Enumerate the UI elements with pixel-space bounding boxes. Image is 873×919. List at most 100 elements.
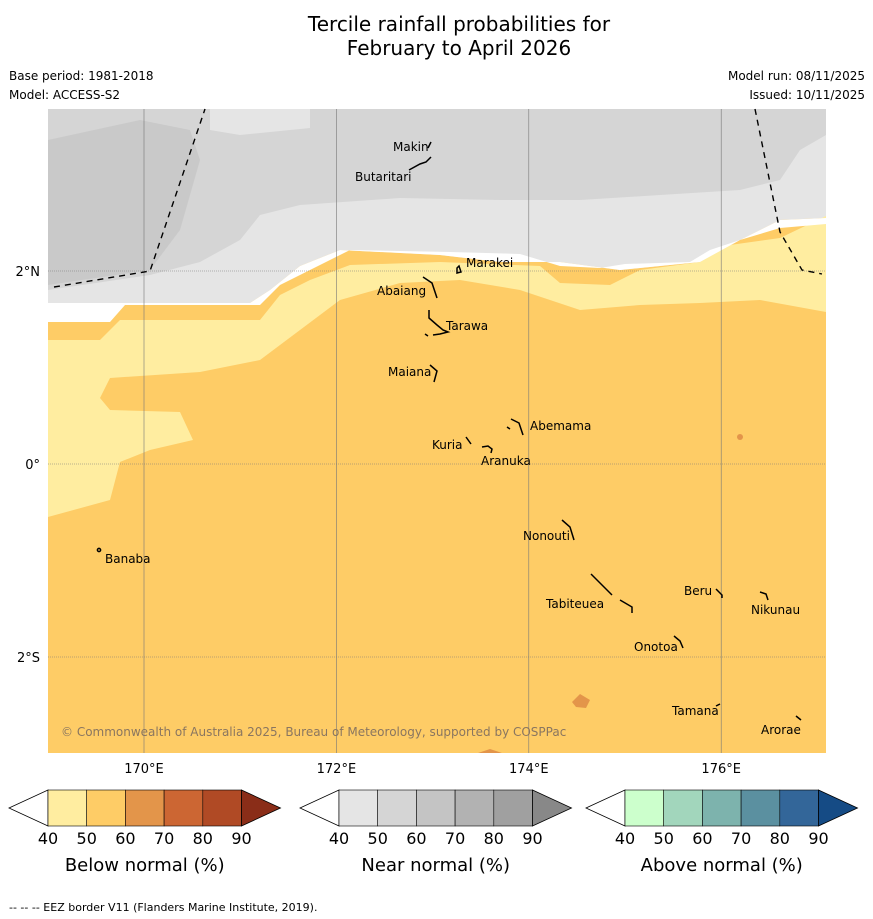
colorbar-tick-label: 40 bbox=[38, 829, 58, 848]
island-label-tamana: Tamana bbox=[671, 704, 719, 718]
island-label-nikunau: Nikunau bbox=[751, 603, 800, 617]
colorbar-tick-label: 50 bbox=[368, 829, 388, 848]
island-label-makin: Makin bbox=[393, 140, 429, 154]
colorbar-segment bbox=[454, 789, 495, 827]
below-normal-60-70-patch-south bbox=[478, 749, 502, 753]
island-outlines bbox=[96, 141, 802, 721]
colorbar-1: 40 50 60 70 80 90 Below normal (%) bbox=[8, 789, 282, 876]
issued-date: Issued: 10/11/2025 bbox=[749, 88, 865, 102]
island-label-tarawa: Tarawa bbox=[445, 319, 488, 333]
colorbar-tick-label: 40 bbox=[329, 829, 349, 848]
island-label-onotoa: Onotoa bbox=[634, 640, 678, 654]
lat-tick-label: 2°N bbox=[16, 265, 41, 280]
colorbar-title: Above normal (%) bbox=[641, 855, 803, 876]
island-label-marakei: Marakei bbox=[466, 256, 513, 270]
colorbar-segment bbox=[86, 789, 126, 827]
colorbar-min-extension bbox=[585, 789, 626, 827]
nonouti-outline bbox=[561, 519, 575, 541]
banaba-outline bbox=[96, 547, 102, 553]
butaritari-outline bbox=[408, 156, 432, 171]
beru-outline bbox=[715, 588, 723, 598]
colorbar-segment bbox=[493, 789, 533, 827]
below-normal-40-50-area bbox=[48, 216, 826, 517]
probability-field bbox=[48, 109, 826, 753]
tabiteuea-outline bbox=[590, 573, 633, 613]
colorbar-segment bbox=[663, 789, 703, 827]
colorbar-segment bbox=[125, 789, 165, 827]
lat-tick-label: 0° bbox=[25, 458, 40, 473]
nikunau-outline bbox=[759, 591, 769, 601]
axis-labels: 170°E 172°E 174°E 176°E 2°N 0° 2°S bbox=[16, 265, 741, 777]
colorbar-segment bbox=[740, 789, 781, 827]
colorbar-title: Near normal (%) bbox=[361, 855, 510, 876]
makin-outline bbox=[427, 141, 432, 149]
colorbar-segment bbox=[377, 789, 417, 827]
colorbar-tick-label: 60 bbox=[692, 829, 712, 848]
marakei-outline bbox=[456, 264, 462, 274]
island-label-banaba: Banaba bbox=[105, 552, 151, 566]
colorbar-segment bbox=[163, 789, 204, 827]
arorae-outline bbox=[795, 715, 802, 721]
eez-border-west bbox=[53, 108, 206, 288]
colorbar-tick-label: 90 bbox=[808, 829, 828, 848]
island-label-butaritari: Butaritari bbox=[355, 170, 412, 184]
below-normal-60-70-patch bbox=[572, 694, 590, 708]
island-label-abemama: Abemama bbox=[530, 419, 591, 433]
colorbar-tick-label: 40 bbox=[615, 829, 635, 848]
copyright-text: © Commonwealth of Australia 2025, Bureau… bbox=[61, 725, 566, 739]
onotoa-outline bbox=[673, 635, 684, 649]
eez-footnote: -- -- -- EEZ border V11 (Flanders Marine… bbox=[9, 901, 318, 914]
lon-tick-label: 170°E bbox=[124, 762, 164, 777]
tamana-outline bbox=[715, 703, 721, 707]
island-label-nonouti: Nonouti bbox=[523, 529, 570, 543]
colorbar-min-extension bbox=[8, 789, 49, 827]
colorbar-tick-label: 50 bbox=[654, 829, 674, 848]
island-label-tabiteuea: Tabiteuea bbox=[545, 597, 604, 611]
colorbar-tick-label: 70 bbox=[445, 829, 465, 848]
colorbar-max-extension bbox=[532, 789, 573, 827]
title-line-1: Tercile rainfall probabilities for bbox=[307, 12, 611, 36]
near-normal-darker-area bbox=[48, 120, 200, 285]
colorbar-tick-label: 90 bbox=[231, 829, 251, 848]
colorbar-segment bbox=[416, 789, 456, 827]
kuria-outline bbox=[465, 436, 472, 445]
colorbar-title: Below normal (%) bbox=[65, 855, 225, 876]
eez-border-east bbox=[754, 108, 823, 275]
colorbar-max-extension bbox=[241, 789, 282, 827]
colorbars: 40 50 60 70 80 90 Below normal (%) 40 50 60 70 80 90… bbox=[8, 789, 859, 876]
lon-tick-label: 174°E bbox=[509, 762, 549, 777]
colorbar-3: 40 50 60 70 80 90 Above normal (%) bbox=[585, 789, 859, 876]
island-label-arorae: Arorae bbox=[761, 723, 801, 737]
colorbar-tick-label: 60 bbox=[406, 829, 426, 848]
colorbar-segment bbox=[202, 789, 242, 827]
colorbar-min-extension bbox=[299, 789, 340, 827]
colorbar-segment bbox=[47, 789, 88, 827]
model-run: Model run: 08/11/2025 bbox=[727, 69, 865, 83]
colorbar-tick-label: 80 bbox=[193, 829, 213, 848]
meta-right: Model run: 08/11/2025 Issued: 10/11/2025 bbox=[728, 69, 865, 103]
maiana-outline bbox=[429, 364, 438, 383]
island-label-aranuka: Aranuka bbox=[481, 454, 531, 468]
lat-tick-label: 2°S bbox=[17, 651, 40, 666]
colorbar-tick-label: 80 bbox=[770, 829, 790, 848]
gridlines bbox=[48, 109, 826, 753]
colorbar-segment bbox=[702, 789, 742, 827]
abemama-outline bbox=[506, 418, 524, 436]
title-line-2: February to April 2026 bbox=[346, 36, 572, 60]
model-name: Model: ACCESS-S2 bbox=[9, 88, 121, 102]
lon-tick-label: 176°E bbox=[701, 762, 741, 777]
colorbar-tick-label: 70 bbox=[731, 829, 751, 848]
base-period: Base period: 1981-2018 bbox=[9, 69, 154, 83]
map-title: Tercile rainfall probabilities for Febru… bbox=[0, 12, 873, 60]
island-labels: Makin Butaritari Marakei Abaiang Tarawa Maian… bbox=[105, 140, 801, 737]
tarawa-outline bbox=[424, 310, 451, 337]
colorbar-2: 40 50 60 70 80 90 Near normal (%) bbox=[299, 789, 573, 876]
colorbar-tick-label: 60 bbox=[115, 829, 135, 848]
near-normal-50-60-area bbox=[48, 109, 826, 290]
below-normal-small-patch bbox=[737, 434, 743, 440]
colorbar-segment bbox=[338, 789, 379, 827]
colorbar-tick-label: 50 bbox=[77, 829, 97, 848]
abaiang-outline bbox=[422, 276, 438, 299]
island-label-abaiang: Abaiang bbox=[377, 284, 426, 298]
